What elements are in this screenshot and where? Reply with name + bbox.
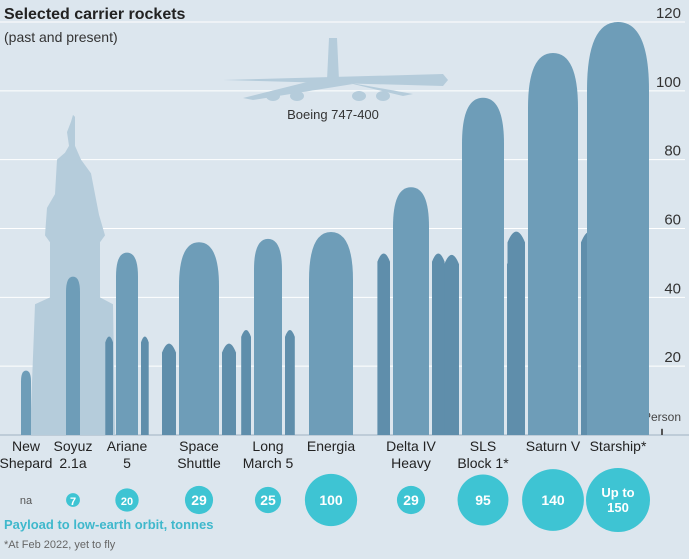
payload-bubble bbox=[522, 469, 584, 531]
payload-na-label: na bbox=[20, 495, 33, 507]
payload-bubble bbox=[304, 473, 358, 527]
category-label: Long March 5 bbox=[243, 438, 294, 471]
rocket-energia bbox=[309, 231, 353, 435]
rocket-saturn-v bbox=[507, 52, 599, 435]
person-label: Person bbox=[643, 410, 681, 424]
payload-bubble bbox=[586, 468, 650, 532]
payload-bubble bbox=[396, 485, 426, 515]
payload-legend: Payload to low-earth orbit, tonnes bbox=[4, 517, 214, 532]
y-tick-label: 120 bbox=[656, 5, 681, 22]
category-label: Delta IV Heavy bbox=[386, 438, 436, 471]
y-tick-label: 20 bbox=[664, 349, 681, 366]
category-label: Soyuz 2.1a bbox=[54, 438, 93, 471]
payload-value-label: 25 bbox=[260, 492, 276, 508]
chart-title: Selected carrier rockets bbox=[4, 6, 186, 23]
payload-value-label: 7 bbox=[70, 496, 76, 508]
rocket-delta-iv-heavy bbox=[377, 187, 445, 435]
statue-of-liberty-silhouette bbox=[30, 114, 115, 436]
rocket-long-march-5 bbox=[241, 238, 295, 435]
payload-bubble bbox=[457, 474, 509, 526]
category-label: Space Shuttle bbox=[177, 438, 221, 471]
rocket-starship bbox=[587, 22, 649, 435]
payload-bubble bbox=[115, 488, 139, 512]
category-label: Saturn V bbox=[526, 438, 581, 454]
rocket-ariane-5 bbox=[105, 252, 149, 435]
payload-bubble bbox=[254, 486, 282, 514]
y-tick-label: 80 bbox=[664, 143, 681, 160]
rocket-space-shuttle bbox=[162, 242, 236, 435]
payload-value-label: 20 bbox=[121, 496, 133, 508]
category-label: New Shepard bbox=[0, 438, 52, 471]
rocket-new-shepard bbox=[21, 370, 31, 435]
payload-value-label: 29 bbox=[191, 492, 207, 508]
payload-value-label: 140 bbox=[541, 492, 565, 508]
y-tick-label: 60 bbox=[664, 212, 681, 229]
category-label: Energia bbox=[307, 438, 355, 454]
chart-subtitle: (past and present) bbox=[4, 29, 118, 45]
payload-value-label: Up to 150 bbox=[601, 485, 634, 515]
payload-value-label: 29 bbox=[403, 492, 419, 508]
y-tick-label: 100 bbox=[656, 74, 681, 91]
category-label: Starship* bbox=[590, 438, 647, 454]
payload-value-label: 95 bbox=[475, 492, 491, 508]
payload-value-label: 100 bbox=[319, 492, 343, 508]
boeing-747-silhouette bbox=[223, 38, 448, 101]
payload-bubble bbox=[184, 485, 214, 515]
rocket-soyuz-2-1a bbox=[66, 276, 80, 435]
y-tick-label: 40 bbox=[664, 280, 681, 297]
boeing-747-label: Boeing 747-400 bbox=[287, 107, 379, 122]
payload-bubble bbox=[66, 493, 80, 507]
footnote: *At Feb 2022, yet to fly bbox=[4, 539, 116, 551]
category-label: Ariane 5 bbox=[107, 438, 148, 471]
category-label: SLS Block 1* bbox=[457, 438, 509, 471]
